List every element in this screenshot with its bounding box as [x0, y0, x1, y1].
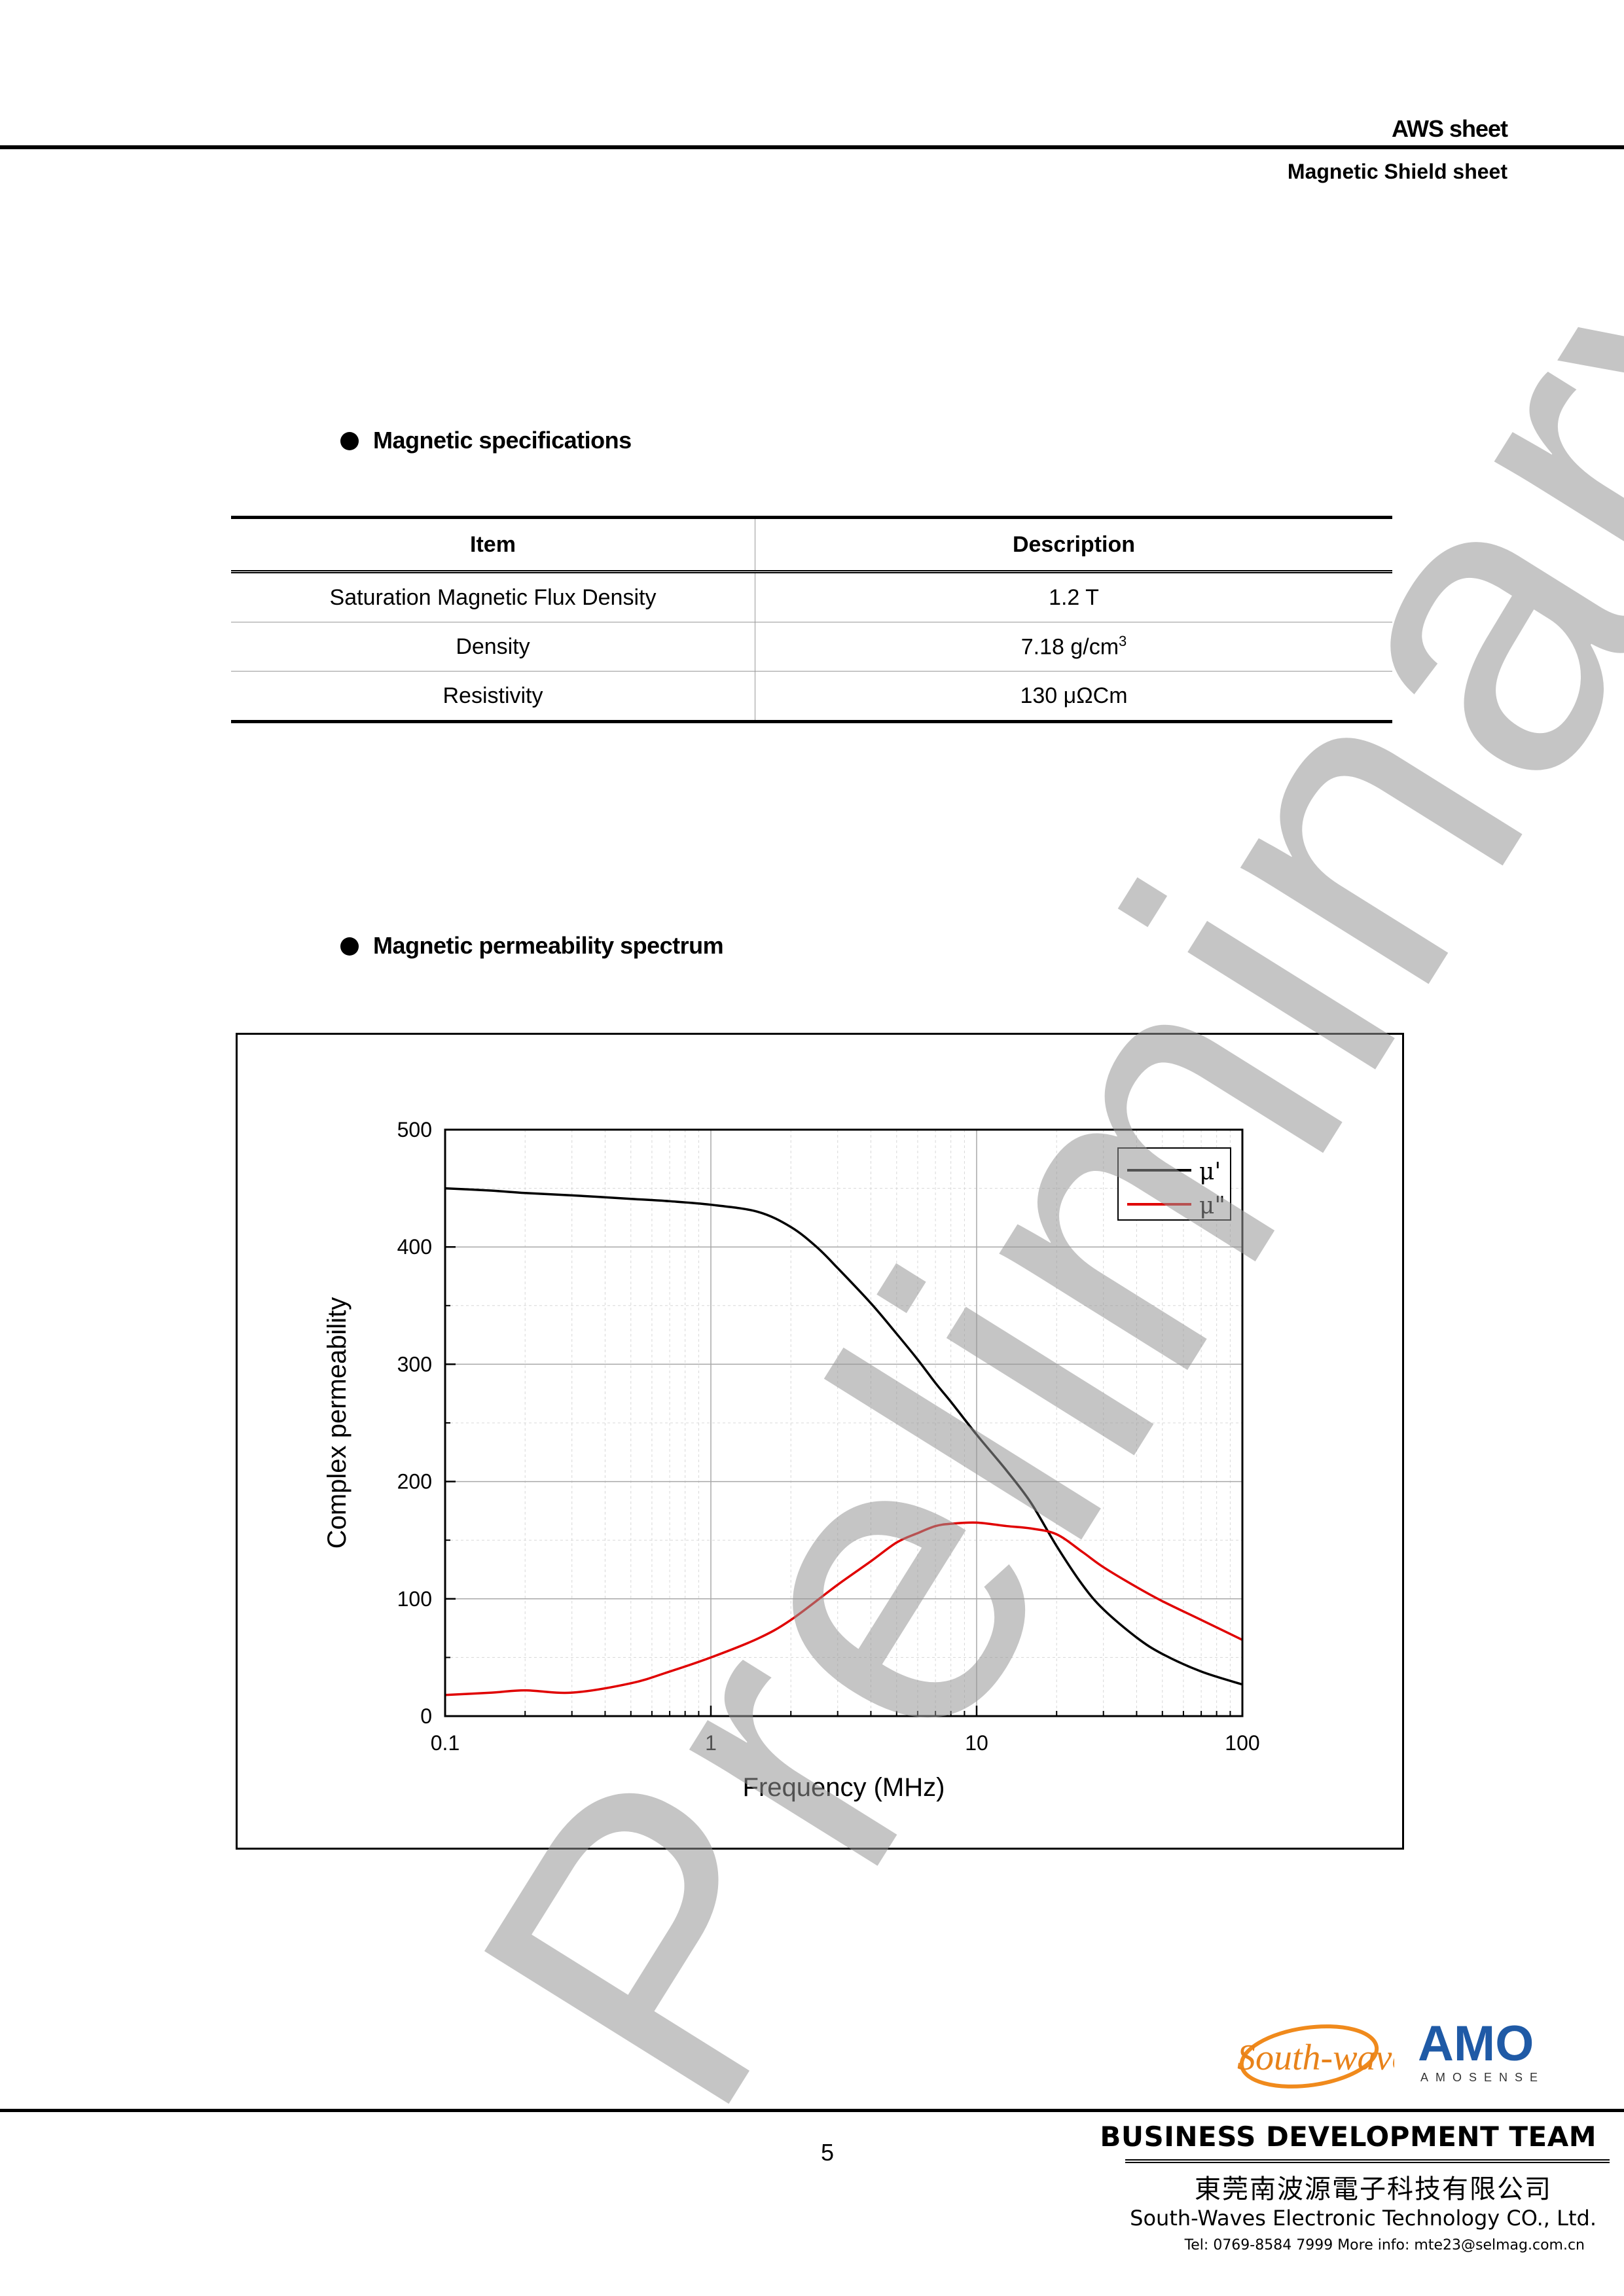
- value-superscript: 3: [1119, 633, 1127, 650]
- section-specs-title: Magnetic specifications: [373, 427, 632, 454]
- table-cell-value: 7.18 g/cm3: [755, 622, 1393, 672]
- x-tick-label: 1: [705, 1731, 717, 1755]
- header-title: AWS sheet: [1391, 115, 1508, 142]
- y-axis-label: Complex permeability: [323, 1297, 352, 1549]
- y-tick-label: 100: [397, 1587, 432, 1611]
- footer-divider: [0, 2109, 1624, 2112]
- series-line-mu-prime: [444, 1187, 1243, 1686]
- table-header-item: Item: [231, 516, 755, 572]
- amo-logo: AMO AMOSENSE: [1418, 2016, 1545, 2084]
- value-text: 7.18 g/cm: [1020, 634, 1119, 660]
- legend-label: μ': [1199, 1158, 1221, 1185]
- southwaves-logo: South-waves: [1237, 2024, 1394, 2089]
- series-line-mu-double-prime: [444, 1521, 1243, 1696]
- header-divider: [0, 145, 1624, 149]
- y-tick-label: 500: [397, 1118, 432, 1141]
- labels-layer: 0.1 1 10 100 0 100 200 300 400 500 Frequency (MHz)…: [323, 1118, 1260, 1802]
- permeability-chart: 0.1 1 10 100 0 100 200 300 400 500 Frequency (MHz)…: [323, 1118, 1260, 1802]
- table-header-description: Description: [755, 516, 1392, 572]
- value-text: 1.2 T: [1049, 584, 1099, 610]
- page-number: 5: [821, 2139, 835, 2166]
- y-tick-label: 400: [397, 1235, 432, 1259]
- footer-team-underline: [1125, 2159, 1610, 2163]
- bullet-icon: [340, 937, 359, 956]
- series-layer: [444, 1187, 1243, 1696]
- header-subtitle: Magnetic Shield sheet: [1287, 160, 1507, 183]
- legend-box: [1117, 1147, 1231, 1221]
- x-tick-label: 0.1: [431, 1731, 460, 1755]
- table-cell-value: 1.2 T: [755, 572, 1393, 622]
- x-tick-label: 10: [965, 1731, 988, 1755]
- section-spectrum-title: Magnetic permeability spectrum: [373, 932, 724, 959]
- table-cell-item: Density: [231, 622, 755, 672]
- table-cell-item: Saturation Magnetic Flux Density: [231, 571, 755, 622]
- section-spectrum: Magnetic permeability spectrum: [340, 932, 724, 960]
- footer-company-cn: 東莞南波源電子科技有限公司: [1195, 2174, 1552, 2204]
- chart-legend: μ' μ": [1117, 1147, 1231, 1221]
- footer-team: BUSINESS DEVELOPMENT TEAM: [1100, 2121, 1597, 2153]
- y-tick-label: 200: [397, 1470, 432, 1494]
- y-tick-label: 300: [397, 1352, 432, 1376]
- table-cell-item: Resistivity: [231, 671, 755, 722]
- chart-frame: [236, 1033, 1404, 1850]
- legend-label: μ": [1199, 1193, 1225, 1219]
- section-specs: Magnetic specifications: [340, 427, 632, 454]
- footer-company-en: South-Waves Electronic Technology CO., L…: [1130, 2206, 1597, 2231]
- table-row: Resistivity 130 μΩCm: [231, 671, 1393, 722]
- logo-amo-subtext: AMOSENSE: [1420, 2071, 1545, 2084]
- bullet-icon: [340, 432, 359, 450]
- table-row: Saturation Magnetic Flux Density 1.2 T: [231, 571, 1393, 622]
- logo-amo-text: AMO: [1418, 2016, 1534, 2072]
- x-axis-label: Frequency (MHz): [743, 1773, 945, 1802]
- table-header-row: Item Description: [231, 516, 1392, 572]
- table-row: Density 7.18 g/cm3: [231, 622, 1392, 672]
- value-text: 130 μΩCm: [1020, 683, 1128, 708]
- ticks-layer: [444, 1128, 1244, 1717]
- logo-southwaves-text: South-waves: [1237, 2037, 1394, 2078]
- y-tick-label: 0: [420, 1704, 432, 1728]
- table-cell-value: 130 μΩCm: [755, 672, 1393, 722]
- footer-contact: Tel: 0769-8584 7999 More info: mte23@sel…: [1184, 2237, 1585, 2253]
- spec-table: Item Description Saturation Magnetic Flu…: [231, 516, 1392, 723]
- x-tick-label: 100: [1225, 1731, 1259, 1755]
- grid-minor: [445, 1130, 1242, 1716]
